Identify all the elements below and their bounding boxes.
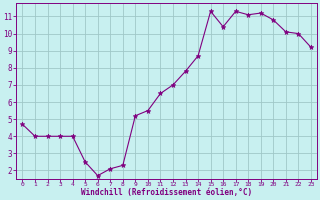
X-axis label: Windchill (Refroidissement éolien,°C): Windchill (Refroidissement éolien,°C) bbox=[81, 188, 252, 197]
